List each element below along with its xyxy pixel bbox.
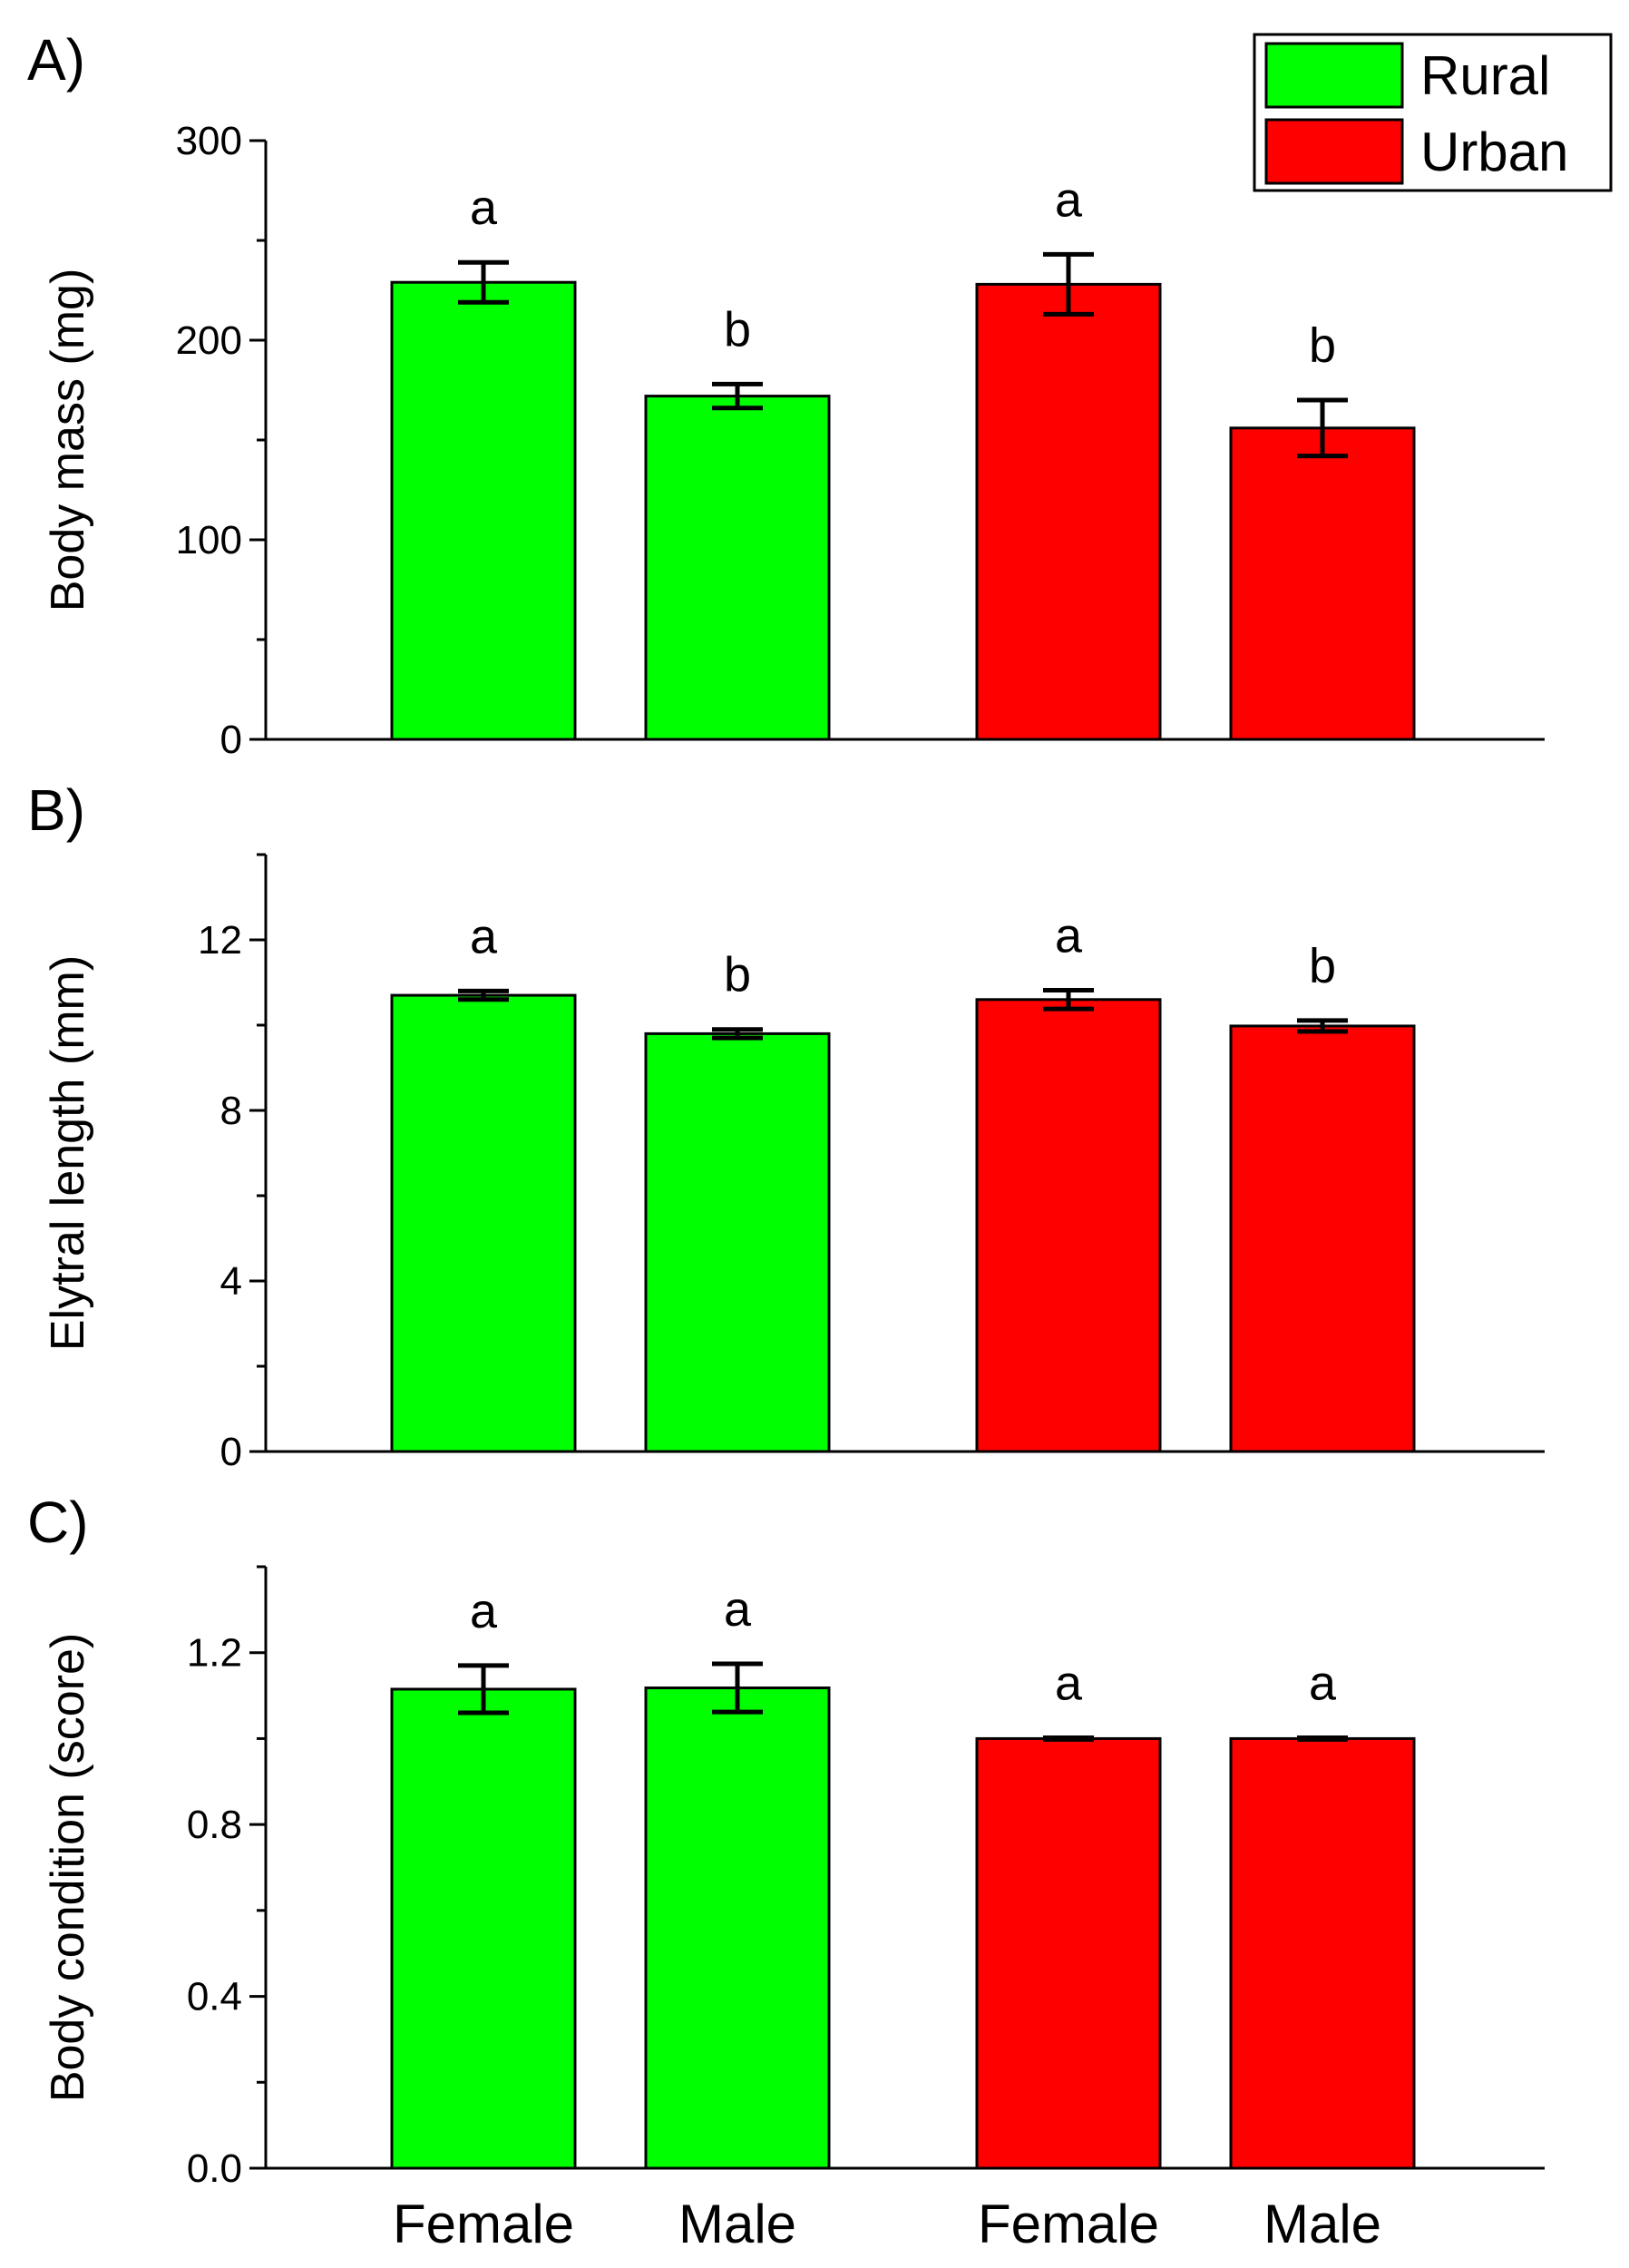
significance-label-urban-male: b	[1309, 939, 1336, 993]
y-tick-label: 0	[220, 718, 242, 762]
panel-label-a: A)	[27, 27, 85, 93]
y-tick-label: 4	[220, 1259, 242, 1304]
significance-label-urban-male: a	[1309, 1656, 1337, 1710]
bar-urban-male	[1229, 1024, 1416, 1453]
chart-panel-2: B) Elytral length (mm) a b a b 0 4 8 12	[27, 777, 1545, 1474]
y-tick-label: 0.8	[187, 1803, 242, 1847]
panel-label-c: C)	[27, 1490, 89, 1555]
significance-label-rural-female: a	[470, 909, 498, 963]
y-axis-title: Body mass (mg)	[42, 269, 94, 612]
x-label-urban-female: Female	[978, 2194, 1159, 2254]
y-axis-title: Body condition (score)	[42, 1633, 94, 2102]
error-bar-rural-female	[458, 259, 509, 305]
significance-label-rural-female: a	[470, 181, 498, 235]
significance-label-urban-female: a	[1055, 1656, 1083, 1710]
y-axis-title: Elytral length (mm)	[42, 955, 94, 1351]
significance-label-rural-female: a	[470, 1584, 498, 1638]
chart-panels: A) Body mass (mg) a b a b 0 100 200 300 B) Elytral …	[27, 27, 1545, 2191]
error-bar-urban-male	[1297, 397, 1348, 459]
y-tick-label: 0	[220, 1430, 242, 1474]
y-tick-label: 0.4	[187, 1975, 242, 2019]
error-bar-rural-female	[458, 988, 509, 1002]
bar-rural-male	[644, 395, 831, 741]
bar-rural-male	[644, 1031, 831, 1453]
error-bar-rural-male	[712, 1661, 763, 1715]
y-tick-label: 100	[176, 518, 242, 562]
chart-panel-1: A) Body mass (mg) a b a b 0 100 200 300	[27, 27, 1545, 762]
bar-urban-female	[975, 1736, 1162, 2170]
error-bar-rural-male	[712, 1027, 763, 1041]
bar-urban-female	[975, 998, 1162, 1453]
legend-swatch-urban	[1264, 118, 1404, 185]
significance-label-urban-female: a	[1055, 908, 1083, 963]
error-bar-rural-female	[458, 1663, 509, 1716]
legend-label-urban: Urban	[1420, 122, 1568, 182]
significance-label-rural-male: b	[724, 302, 751, 357]
error-bar-rural-male	[712, 381, 763, 411]
y-tick-label: 300	[176, 119, 242, 163]
y-tick-label: 8	[220, 1089, 242, 1133]
x-label-rural-male: Male	[678, 2194, 796, 2254]
significance-label-urban-female: a	[1055, 172, 1083, 227]
panel-label-b: B)	[27, 777, 85, 843]
legend: Rural Urban	[1253, 33, 1613, 192]
error-bar-urban-male	[1297, 1018, 1348, 1034]
x-label-rural-female: Female	[393, 2194, 574, 2254]
bar-urban-male	[1229, 1736, 1416, 2170]
y-tick-label: 0.0	[187, 2146, 242, 2191]
x-label-urban-male: Male	[1263, 2194, 1381, 2254]
chart-panel-3: C) Body condition (score) a a a a 0.0 0.4 0.8 1.2	[27, 1490, 1545, 2191]
bar-rural-female	[390, 1687, 577, 2170]
significance-label-rural-male: a	[724, 1582, 752, 1637]
error-bar-urban-female	[1043, 1735, 1094, 1742]
error-bar-urban-female	[1043, 987, 1094, 1012]
legend-swatch-rural	[1264, 42, 1404, 109]
bar-urban-female	[975, 282, 1162, 741]
bar-rural-female	[390, 993, 577, 1453]
significance-label-rural-male: b	[724, 948, 751, 1002]
error-bar-urban-female	[1043, 251, 1094, 317]
error-bar-urban-male	[1297, 1735, 1348, 1742]
bar-rural-female	[390, 280, 577, 741]
x-category-labels: Female Male Female Male	[393, 2194, 1381, 2254]
y-tick-label: 200	[176, 318, 242, 363]
legend-label-rural: Rural	[1420, 45, 1550, 106]
y-tick-label: 12	[198, 918, 242, 963]
y-tick-label: 1.2	[187, 1631, 242, 1676]
significance-label-urban-male: b	[1309, 318, 1336, 373]
bar-rural-male	[644, 1686, 831, 2170]
bar-urban-male	[1229, 426, 1416, 741]
